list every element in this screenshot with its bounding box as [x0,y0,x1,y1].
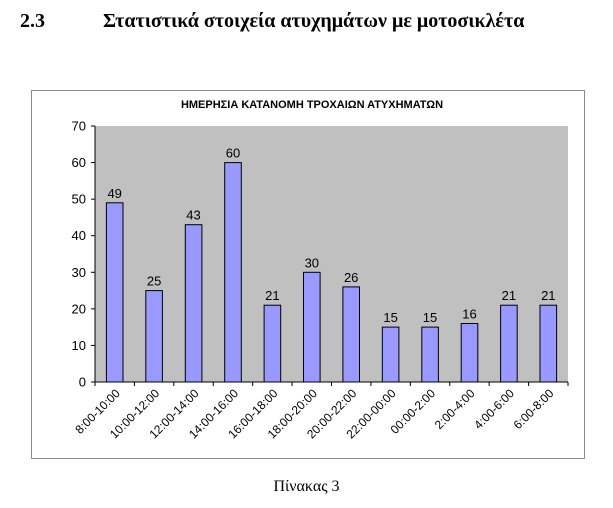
bar-8:00-10:00 [105,202,124,383]
bar-16:00-18:00 [263,304,282,383]
y-tick-label: 70 [72,119,86,134]
data-label: 15 [423,310,437,325]
data-label: 21 [265,288,279,303]
bar-10:00-12:00 [145,290,163,383]
y-tick-label: 30 [72,265,86,280]
data-label: 25 [147,274,161,289]
data-label: 15 [383,310,397,325]
table-caption: Πίνακας 3 [273,478,340,495]
bar-14:00-16:00 [224,162,242,383]
y-tick-label: 40 [72,228,86,243]
chart-frame: ΗΜΕΡΗΣΙΑ ΚΑΤΑΝΟΜΗ ΤΡΟΧΑΙΩΝ ΑΤΥΧΗΜΑΤΩΝ 49… [31,90,585,459]
y-tick-label: 20 [72,301,86,316]
data-label: 21 [541,288,555,303]
data-label: 30 [305,255,319,270]
y-tick-label: 0 [79,375,86,390]
bars-layer [105,162,558,383]
axes-layer [91,125,569,386]
chart-title: ΗΜΕΡΗΣΙΑ ΚΑΤΑΝΟΜΗ ΤΡΟΧΑΙΩΝ ΑΤΥΧΗΜΑΤΩΝ [181,99,443,111]
bar-22:00-00:00 [381,326,400,383]
bar-6:00-8:00 [539,304,558,383]
bar-4:00-6:00 [500,304,518,383]
section-number: 2.3 [20,10,45,32]
y-tick-label: 10 [72,338,86,353]
x-tick-label: 6:00-8:00 [511,386,557,432]
plot-area [95,126,568,382]
data-label: 16 [462,307,476,322]
data-label: 21 [502,288,516,303]
y-tick-label: 50 [72,192,86,207]
x-tick-label: 2:00-4:00 [432,386,478,432]
data-label: 49 [107,186,121,201]
x-tick-label: 4:00-6:00 [471,386,517,432]
bar-18:00-20:00 [303,271,321,383]
data-label: 43 [186,208,200,223]
accidents-bar-chart: ΗΜΕΡΗΣΙΑ ΚΑΤΑΝΟΜΗ ΤΡΟΧΑΙΩΝ ΑΤΥΧΗΜΑΤΩΝ 49… [72,99,569,441]
bar-2:00-4:00 [460,323,479,383]
bar-12:00-14:00 [184,224,203,383]
data-label: 60 [226,146,240,161]
section-title: Στατιστικά στοιχεία ατυχημάτων με μοτοσι… [103,10,525,32]
bar-20:00-22:00 [342,286,360,383]
bar-00:00-2:00 [421,326,439,383]
data-label: 26 [344,270,358,285]
section-heading: 2.3 Στατιστικά στοιχεία ατυχημάτων με μο… [20,6,605,36]
y-tick-label: 60 [72,155,86,170]
